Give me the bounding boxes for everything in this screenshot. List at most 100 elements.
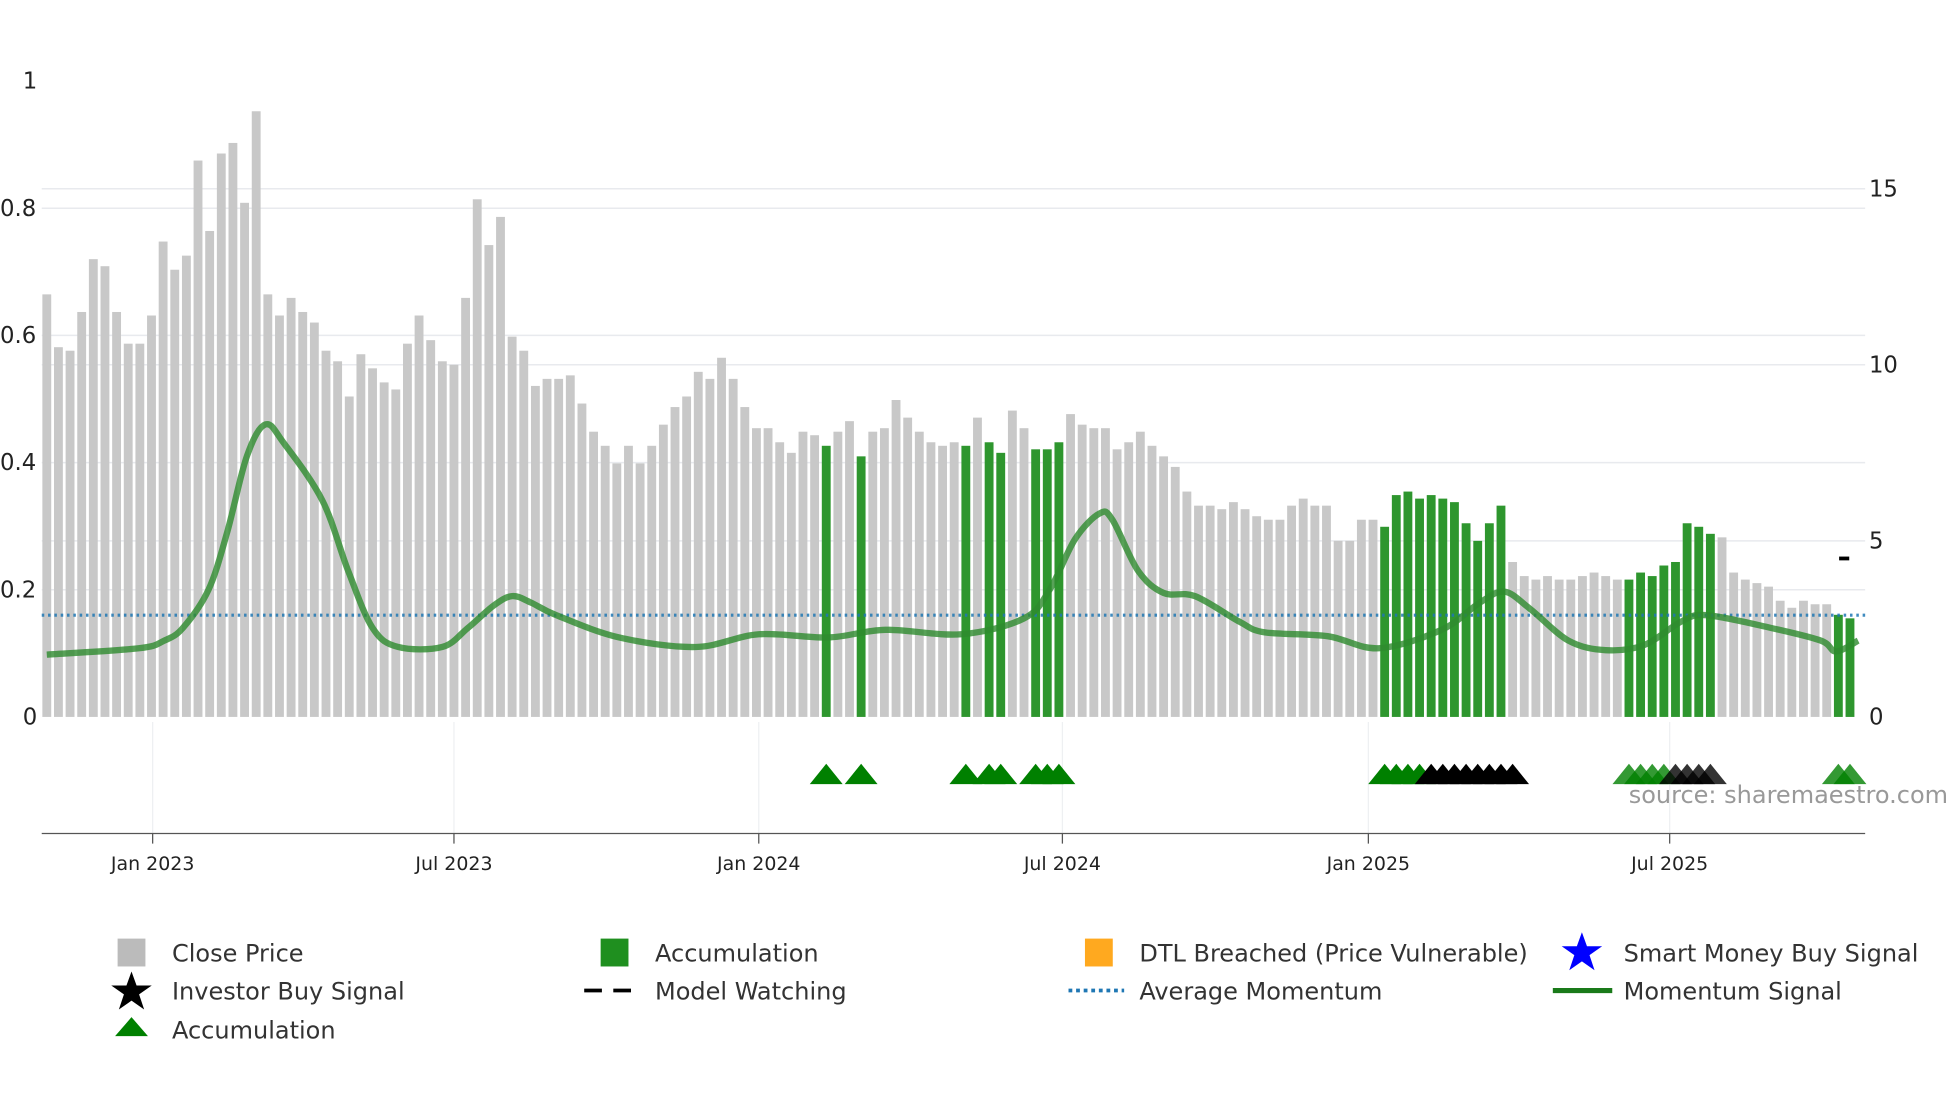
close-price-bar bbox=[1519, 576, 1529, 717]
close-price-bar bbox=[1566, 579, 1576, 717]
close-price-bar bbox=[65, 350, 75, 717]
close-price-bar bbox=[414, 315, 424, 717]
close-price-bar bbox=[1717, 537, 1727, 717]
close-price-bar bbox=[740, 407, 750, 717]
close-price-bar bbox=[1112, 449, 1122, 717]
close-price-bar bbox=[1356, 519, 1366, 717]
legend-dtl-breached: DTL Breached (Price Vulnerable) bbox=[1139, 939, 1527, 967]
close-price-bar bbox=[542, 378, 552, 717]
legend-dtl-swatch bbox=[1084, 938, 1113, 967]
close-price-bar bbox=[1101, 428, 1110, 717]
right-tick-label: 0 bbox=[1869, 705, 1883, 731]
close-price-bar bbox=[228, 142, 238, 717]
legend-accumulation: Accumulation bbox=[655, 939, 819, 967]
close-price-bar bbox=[938, 445, 947, 717]
close-price-bar bbox=[275, 315, 284, 717]
close-price-bar bbox=[1066, 414, 1075, 717]
x-tick-label: Jul 2025 bbox=[1630, 853, 1708, 875]
close-price-bar bbox=[1310, 505, 1320, 717]
accumulation-bar bbox=[1031, 449, 1041, 717]
close-price-bar bbox=[891, 400, 901, 717]
close-price-bar bbox=[1589, 572, 1599, 717]
close-price-bar bbox=[1752, 583, 1762, 717]
left-tick-label: 0.8 bbox=[0, 196, 36, 222]
close-price-bar bbox=[624, 445, 633, 717]
accumulation-bar bbox=[961, 445, 971, 717]
close-price-bar bbox=[1799, 600, 1808, 717]
accumulation-signal-triangle bbox=[809, 763, 843, 785]
close-price-bar bbox=[1775, 600, 1785, 717]
close-price-bar bbox=[507, 336, 517, 717]
right-tick-label: 10 bbox=[1869, 352, 1898, 378]
close-price-bar bbox=[554, 378, 564, 717]
left-tick-label: 0.6 bbox=[0, 323, 36, 349]
close-price-bar bbox=[519, 350, 529, 717]
right-tick-label: 15 bbox=[1869, 176, 1898, 202]
close-price-bar bbox=[53, 347, 63, 717]
accumulation-bar bbox=[1380, 526, 1390, 717]
close-price-bar bbox=[705, 378, 715, 717]
close-price-bar bbox=[810, 435, 820, 717]
accumulation-bar bbox=[1705, 533, 1715, 717]
investor-buy-signal-marker bbox=[1693, 763, 1727, 785]
accumulation-bar bbox=[1042, 449, 1052, 717]
legend: Close Price Accumulation DTL Breached (P… bbox=[111, 932, 1918, 1045]
close-price-bar bbox=[1194, 505, 1203, 717]
close-price-bar bbox=[170, 269, 180, 717]
close-price-bar bbox=[1531, 579, 1541, 717]
close-price-bar bbox=[147, 315, 156, 717]
accumulation-bar bbox=[1403, 491, 1413, 717]
close-price-bar bbox=[1007, 410, 1017, 717]
left-tick-label: 0.2 bbox=[0, 577, 36, 603]
close-price-bar bbox=[589, 431, 598, 717]
close-price-bar bbox=[1508, 561, 1518, 717]
close-price-bar bbox=[484, 245, 494, 717]
x-axis: Jan 2023 Jul 2023 Jan 2024 Jul 2024 Jan 2025… bbox=[110, 833, 1708, 875]
close-price-bar bbox=[100, 266, 110, 717]
legend-model-watching: Model Watching bbox=[655, 977, 847, 1005]
close-price-bar bbox=[798, 431, 808, 717]
close-price-bar bbox=[682, 396, 692, 717]
legend-average-momentum: Average Momentum bbox=[1139, 977, 1382, 1005]
close-price-bar bbox=[1345, 540, 1355, 717]
close-price-bar bbox=[1263, 519, 1273, 717]
close-price-bar bbox=[496, 216, 505, 717]
close-price-bar bbox=[42, 294, 52, 717]
close-price-bar bbox=[379, 382, 389, 717]
legend-accumulation-swatch bbox=[600, 938, 629, 967]
accumulation-bar bbox=[1845, 618, 1855, 717]
close-price-bar bbox=[600, 445, 610, 717]
close-price-bar bbox=[321, 350, 331, 717]
legend-momentum-signal: Momentum Signal bbox=[1624, 977, 1842, 1005]
close-price-bar bbox=[205, 230, 215, 717]
close-price-bar bbox=[1543, 576, 1552, 717]
accumulation-signal-triangle bbox=[844, 763, 878, 785]
right-axis: 0 5 10 15 bbox=[1869, 176, 1898, 730]
close-price-bar bbox=[251, 111, 261, 717]
close-price-bar bbox=[833, 431, 843, 717]
signal-markers bbox=[809, 763, 1867, 785]
accumulation-bar bbox=[1694, 526, 1704, 717]
close-price-bar bbox=[1729, 572, 1739, 717]
close-price-bar bbox=[123, 343, 133, 717]
accumulation-bar bbox=[996, 452, 1006, 717]
accumulation-bar bbox=[1647, 576, 1657, 717]
close-price-bar bbox=[1333, 540, 1343, 717]
source-label: source: sharemaestro.com bbox=[1629, 781, 1948, 809]
close-price-bar bbox=[263, 294, 273, 717]
close-price-bar bbox=[1228, 502, 1238, 717]
close-price-bar bbox=[88, 259, 98, 717]
close-price-bar bbox=[647, 445, 657, 717]
accumulation-triangle-icon bbox=[115, 1017, 148, 1037]
close-price-bar bbox=[775, 442, 785, 717]
accumulation-bar bbox=[1473, 540, 1483, 717]
close-price-bar bbox=[717, 357, 726, 717]
close-price-bar bbox=[193, 160, 203, 717]
close-price-bar bbox=[949, 442, 959, 717]
close-price-bar bbox=[403, 343, 412, 717]
close-price-bar bbox=[728, 378, 738, 717]
close-price-bar bbox=[1287, 505, 1297, 717]
close-price-bar bbox=[309, 322, 319, 717]
price-bars bbox=[42, 111, 1855, 717]
